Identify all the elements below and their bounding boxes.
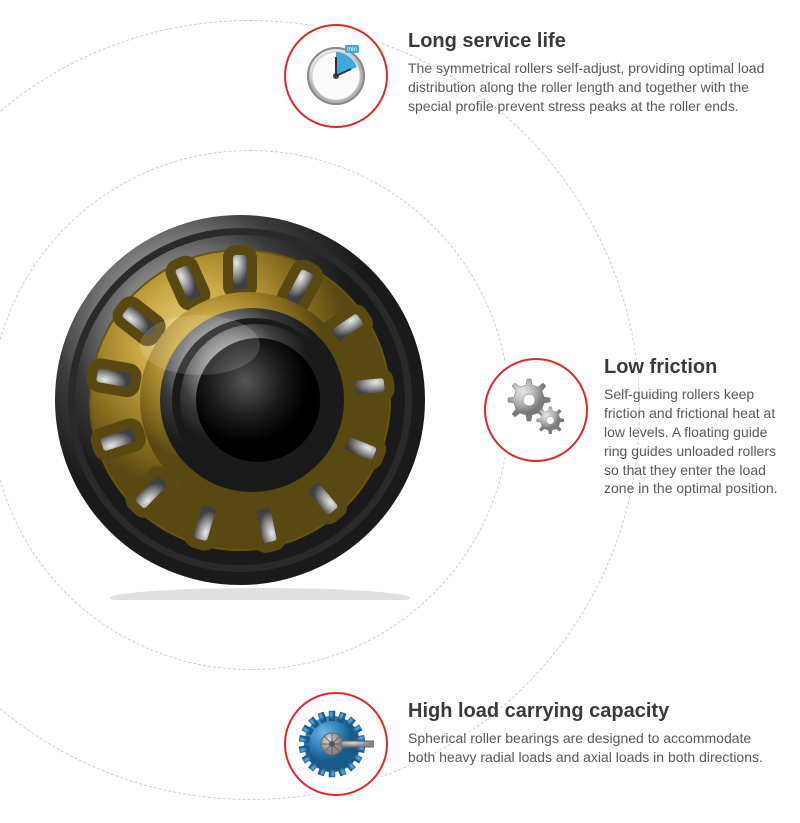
feature-block-3: High load carrying capacity Spherical ro… (408, 700, 768, 767)
feature-desc-3: Spherical roller bearings are designed t… (408, 729, 768, 767)
feature-desc-1: The symmetrical rollers self-adjust, pro… (408, 59, 778, 116)
feature-icon-circle-3 (284, 692, 388, 796)
clock-gauge-icon: min (301, 39, 371, 114)
feature-icon-circle-1: min (284, 24, 388, 128)
gears-icon (499, 371, 573, 450)
feature-title-1: Long service life (408, 30, 778, 53)
svg-text:min: min (347, 47, 357, 53)
feature-desc-2: Self-guiding rollers keep friction and f… (604, 385, 794, 498)
product-bearing-image (40, 200, 440, 600)
gear-wheel-icon (298, 704, 374, 785)
feature-block-1: Long service life The symmetrical roller… (408, 30, 778, 116)
feature-title-2: Low friction (604, 356, 794, 379)
feature-title-3: High load carrying capacity (408, 700, 768, 723)
feature-icon-circle-2 (484, 358, 588, 462)
feature-block-2: Low friction Self-guiding rollers keep f… (604, 356, 794, 498)
